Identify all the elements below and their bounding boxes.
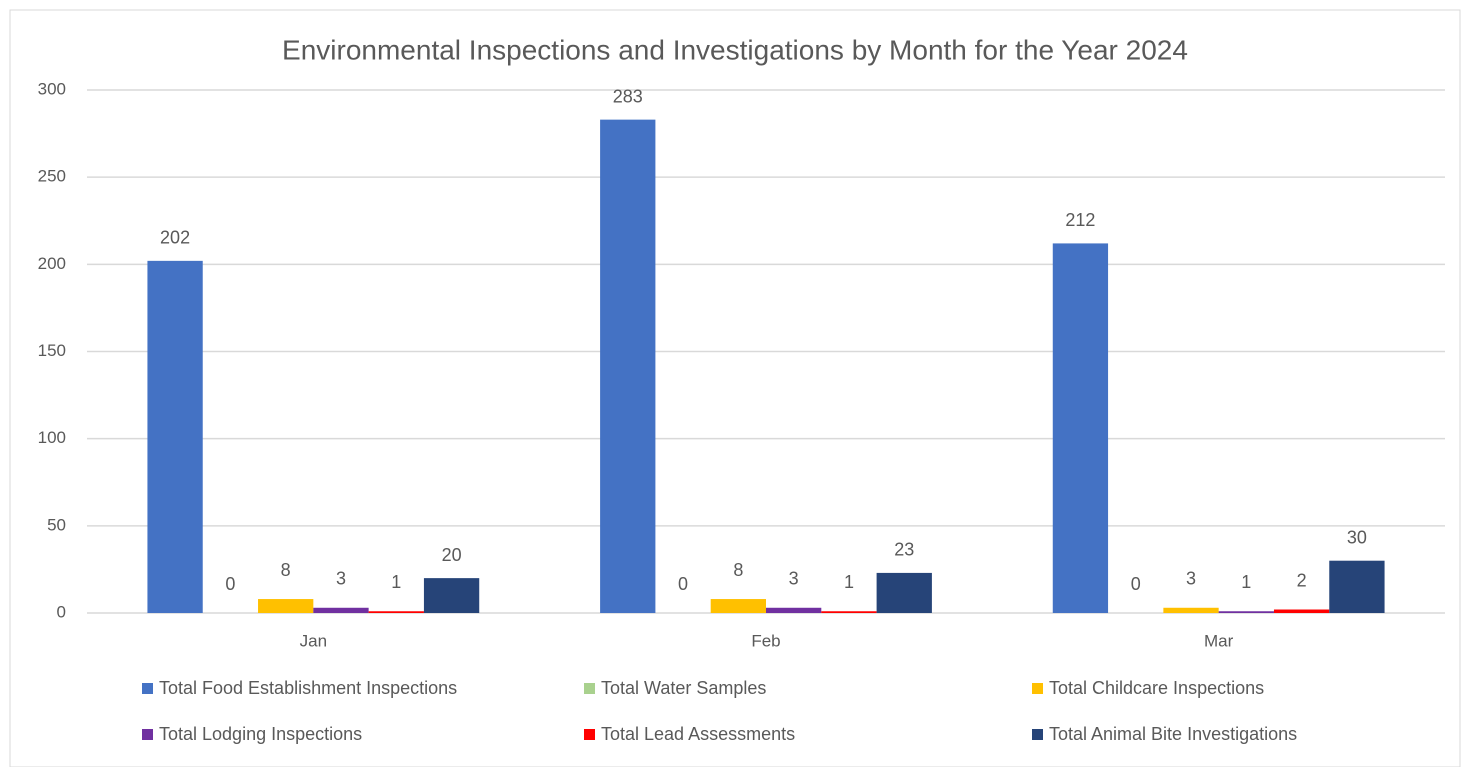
y-tick-label: 250 xyxy=(38,167,66,186)
data-label: 0 xyxy=(678,574,688,594)
data-label: 1 xyxy=(1241,572,1251,592)
x-tick-label: Feb xyxy=(751,631,780,650)
data-label: 8 xyxy=(733,560,743,580)
bar xyxy=(423,578,480,613)
bar xyxy=(1273,609,1330,613)
data-label: 30 xyxy=(1347,527,1367,547)
data-label: 1 xyxy=(391,572,401,592)
data-label: 23 xyxy=(894,540,914,560)
x-tick-label: Mar xyxy=(1204,631,1234,650)
legend-swatch xyxy=(142,729,153,740)
bar xyxy=(1163,607,1219,613)
bar xyxy=(1218,611,1274,613)
data-label: 2 xyxy=(1297,570,1307,590)
data-label: 3 xyxy=(336,569,346,589)
data-label: 0 xyxy=(225,574,235,594)
bar xyxy=(258,599,314,613)
y-tick-label: 50 xyxy=(47,515,66,534)
chart-title: Environmental Inspections and Investigat… xyxy=(282,34,1188,65)
bar xyxy=(147,260,203,613)
data-label: 1 xyxy=(844,572,854,592)
bar xyxy=(368,611,424,613)
legend-swatch xyxy=(584,729,595,740)
bar xyxy=(710,599,766,613)
bar xyxy=(600,119,656,614)
data-label: 3 xyxy=(789,569,799,589)
legend-label: Total Animal Bite Investigations xyxy=(1049,724,1297,744)
legend-label: Total Lead Assessments xyxy=(601,724,795,744)
bar xyxy=(876,572,932,613)
data-label: 283 xyxy=(613,86,643,106)
data-label: 0 xyxy=(1131,574,1141,594)
chart-frame xyxy=(9,9,1461,767)
data-label: 8 xyxy=(281,560,291,580)
bar xyxy=(313,607,369,613)
data-label: 212 xyxy=(1065,210,1095,230)
x-tick-label: Jan xyxy=(300,631,327,650)
legend-label: Total Water Samples xyxy=(601,678,766,698)
y-tick-label: 200 xyxy=(38,254,66,273)
legend-swatch xyxy=(1032,683,1043,694)
bar xyxy=(821,611,877,613)
legend-swatch xyxy=(584,683,595,694)
bar xyxy=(1329,560,1385,613)
y-tick-label: 0 xyxy=(57,602,66,621)
data-label: 202 xyxy=(160,228,190,248)
legend-label: Total Lodging Inspections xyxy=(159,724,362,744)
legend-swatch xyxy=(1032,729,1043,740)
y-tick-label: 300 xyxy=(38,79,66,98)
bar xyxy=(766,607,822,613)
y-tick-label: 150 xyxy=(38,341,66,360)
legend-label: Total Food Establishment Inspections xyxy=(159,678,457,698)
legend-swatch xyxy=(142,683,153,694)
data-label: 20 xyxy=(442,545,462,565)
y-tick-label: 100 xyxy=(38,428,66,447)
bar xyxy=(1052,243,1109,613)
data-label: 3 xyxy=(1186,569,1196,589)
legend-label: Total Childcare Inspections xyxy=(1049,678,1264,698)
